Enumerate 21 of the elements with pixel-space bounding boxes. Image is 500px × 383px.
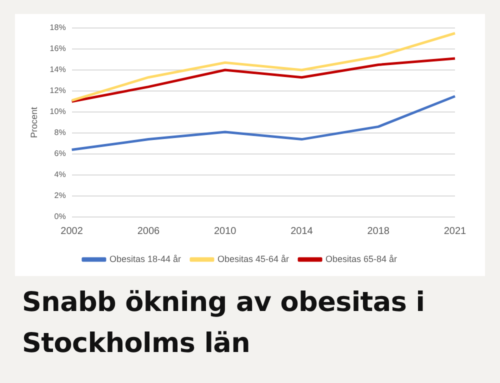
legend-label: Obesitas 65-84 år — [326, 254, 398, 264]
text: Snabb ökning av obesitas i Stockholms län — [22, 286, 426, 361]
x-tick-label: 2021 — [444, 226, 467, 237]
y-tick-label: 2% — [54, 191, 66, 200]
y-tick-label: 0% — [54, 212, 66, 222]
y-tick-label: 6% — [54, 149, 66, 158]
legend-label: Obesitas 18-44 år — [109, 254, 181, 264]
legend-label: Obesitas 45-64 år — [217, 254, 290, 264]
x-tick-label: 2010 — [214, 226, 237, 237]
y-tick-label: 4% — [54, 170, 66, 180]
y-tick-label: 12% — [50, 86, 66, 96]
y-axis-title: Procent — [28, 106, 39, 138]
y-tick-label: 18% — [50, 23, 66, 32]
x-tick-label: 2018 — [367, 226, 390, 237]
y-tick-label: 8% — [54, 128, 66, 138]
y-tick-label: 16% — [50, 44, 66, 54]
x-tick-label: 2002 — [60, 226, 84, 237]
x-tick-label: 2006 — [137, 226, 160, 237]
y-tick-label: 14% — [50, 65, 66, 74]
x-tick-label: 2014 — [290, 226, 314, 237]
y-tick-label: 10% — [50, 107, 66, 116]
